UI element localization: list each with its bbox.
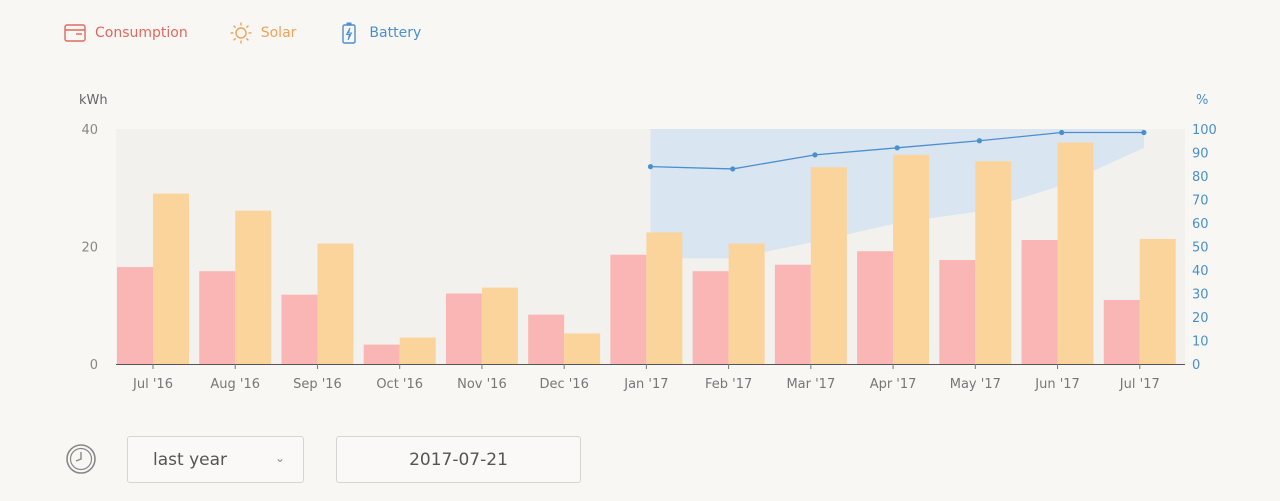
y2-tick-label-5: 50 — [1192, 241, 1209, 256]
y2-tick-label-6: 60 — [1192, 217, 1209, 232]
battery-point-3 — [894, 145, 900, 151]
bar-consumption-1 — [199, 271, 236, 364]
battery-point-0 — [647, 164, 654, 170]
y2-tick-label-10: 100 — [1192, 123, 1217, 138]
y-tick-label-0: 0 — [90, 358, 98, 373]
y2-tick-label-3: 30 — [1192, 288, 1209, 303]
bar-consumption-9 — [857, 251, 894, 364]
bar-solar-5 — [564, 333, 601, 364]
bar-solar-7 — [728, 243, 765, 364]
y2-tick-label-2: 20 — [1192, 311, 1209, 326]
x-tick-label-1: Aug '16 — [210, 377, 260, 392]
battery-point-2 — [812, 152, 818, 158]
x-tick-label-3: Oct '16 — [376, 377, 423, 392]
x-tick-label-10: May '17 — [950, 377, 1001, 392]
clock-icon[interactable] — [66, 444, 96, 474]
bar-consumption-8 — [774, 264, 811, 364]
bar-consumption-0 — [117, 267, 153, 364]
x-tick-label-0: Jul '16 — [132, 377, 173, 392]
battery-point-4 — [976, 138, 983, 144]
bar-solar-10 — [975, 161, 1012, 364]
bar-solar-1 — [235, 210, 272, 364]
battery-point-1 — [730, 166, 736, 172]
x-tick-label-9: Apr '17 — [870, 377, 917, 392]
consumption-icon — [64, 22, 86, 44]
y2-tick-label-8: 80 — [1192, 170, 1209, 185]
bar-solar-0 — [153, 193, 189, 364]
bar-solar-11 — [1057, 142, 1094, 364]
y2-tick-label-4: 40 — [1192, 264, 1209, 279]
bar-solar-12 — [1139, 238, 1176, 364]
x-tick-label-8: Mar '17 — [786, 377, 835, 392]
x-tick-label-5: Dec '16 — [539, 377, 588, 392]
bar-consumption-11 — [1021, 240, 1058, 364]
bar-solar-9 — [893, 154, 930, 364]
date-value: 2017-07-21 — [409, 449, 508, 470]
energy-chart: Jul '16 Aug '16 Sep '16 Oct '16 Nov '16 Dec '… — [79, 93, 1217, 392]
time-range-select[interactable]: last year ⌄ — [127, 436, 304, 483]
sun-icon — [230, 22, 252, 44]
x-tick-label-12: Jul '17 — [1119, 377, 1160, 392]
legend-solar-label: Solar — [260, 25, 297, 41]
legend-solar[interactable]: Solar — [230, 22, 297, 44]
legend-consumption-label: Consumption — [95, 25, 188, 41]
bar-consumption-5 — [528, 314, 565, 364]
time-range-value: last year — [153, 449, 227, 470]
x-tick-label-6: Jan '17 — [623, 377, 668, 392]
battery-point-6 — [1141, 129, 1147, 136]
y-tick-label-2: 40 — [81, 123, 98, 138]
chevron-down-icon: ⌄ — [274, 451, 285, 465]
battery-point-5 — [1059, 129, 1065, 136]
y-tick-label-1: 20 — [81, 241, 98, 256]
x-tick-label-7: Feb '17 — [705, 377, 752, 392]
bar-solar-3 — [399, 337, 436, 364]
battery-icon — [338, 22, 360, 44]
chart-controls: last year ⌄ 2017-07-21 — [0, 430, 1280, 490]
bar-consumption-7 — [692, 271, 729, 364]
y2-tick-label-9: 90 — [1192, 147, 1209, 162]
x-tick-label-2: Sep '16 — [293, 377, 342, 392]
y2-axis-label: % — [1196, 93, 1208, 108]
bar-solar-4 — [481, 287, 518, 364]
legend-consumption[interactable]: Consumption — [64, 22, 188, 44]
x-tick-label-11: Jun '17 — [1034, 377, 1080, 392]
y2-tick-label-0: 0 — [1192, 358, 1200, 373]
y2-tick-label-7: 70 — [1192, 194, 1209, 209]
bar-consumption-12 — [1103, 299, 1140, 364]
bar-solar-2 — [317, 243, 354, 364]
y2-tick-label-1: 10 — [1192, 335, 1209, 350]
bar-consumption-6 — [610, 254, 647, 364]
bar-solar-6 — [646, 232, 683, 364]
chart-legend: Consumption Solar Battery — [64, 20, 463, 46]
y-axis-label: kWh — [79, 93, 108, 108]
bar-solar-8 — [810, 167, 847, 364]
legend-battery[interactable]: Battery — [338, 22, 421, 44]
legend-battery-label: Battery — [369, 25, 422, 41]
bar-consumption-10 — [939, 260, 976, 364]
bar-consumption-4 — [445, 293, 482, 364]
bar-consumption-3 — [363, 344, 400, 364]
date-field[interactable]: 2017-07-21 — [336, 436, 581, 483]
bar-consumption-2 — [281, 294, 318, 364]
x-tick-label-4: Nov '16 — [457, 377, 507, 392]
